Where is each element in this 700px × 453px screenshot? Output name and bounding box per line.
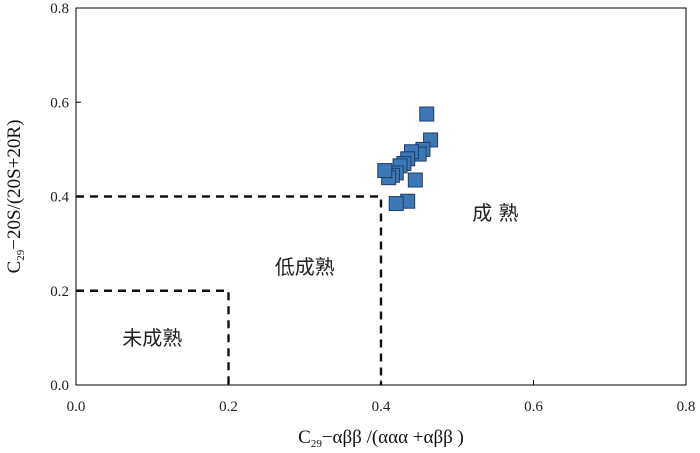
y-axis-label-rest: −20S/(20S+20R) <box>4 120 25 250</box>
y-tick-label: 0.0 <box>50 378 69 394</box>
x-tick-label: 0.4 <box>372 399 391 415</box>
y-axis-label: C29−20S/(20S+20R) <box>4 120 27 274</box>
data-point <box>419 106 435 122</box>
region-labels: 未成熟 低成熟 成 熟 <box>122 201 518 350</box>
y-tick-label: 0.2 <box>50 284 69 300</box>
x-tick-label: 0.2 <box>219 399 238 415</box>
data-point <box>388 196 404 212</box>
x-tick-label: 0.6 <box>524 399 543 415</box>
region-label: 未成熟 <box>122 326 182 350</box>
region-boundary-line <box>76 289 230 385</box>
x-axis-label: C29−αββ /(ααα +αββ ) <box>298 427 464 450</box>
region-boundary-line <box>76 195 383 385</box>
y-axis-label-subscript: 29 <box>15 249 27 261</box>
y-tick-label: 0.8 <box>50 1 69 17</box>
y-tick-label: 0.4 <box>50 190 69 206</box>
region-label: 成 熟 <box>472 201 518 225</box>
region-label: 低成熟 <box>275 255 335 279</box>
x-tick-label: 0.8 <box>677 399 696 415</box>
data-point <box>407 172 423 188</box>
y-axis-ticks: 0.0 0.2 0.4 0.6 0.8 <box>50 1 81 394</box>
x-tick-label: 0.0 <box>67 399 86 415</box>
x-axis-ticks: 0.0 0.2 0.4 0.6 0.8 <box>67 380 696 415</box>
y-axis-label-base: C <box>4 261 25 274</box>
x-axis-label-subscript: 29 <box>311 438 323 450</box>
region-boundaries <box>76 195 383 385</box>
data-point <box>377 163 393 179</box>
x-axis-label-rest: −αββ /(ααα +αββ ) <box>322 427 464 448</box>
x-axis-label-base: C <box>298 427 311 448</box>
y-tick-label: 0.6 <box>50 95 69 111</box>
data-points <box>377 106 439 212</box>
